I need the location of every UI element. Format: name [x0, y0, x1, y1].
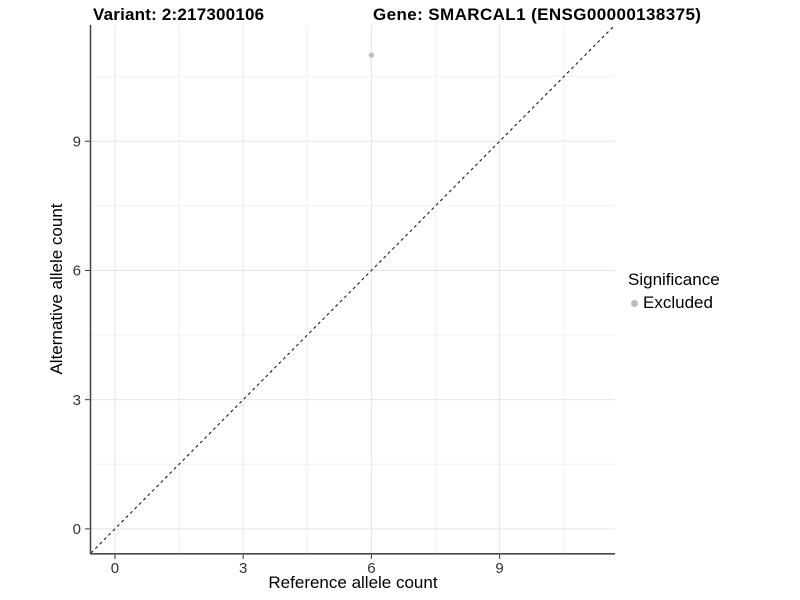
- legend-item-excluded: Excluded: [631, 293, 720, 313]
- x-tick-label: 6: [367, 560, 375, 577]
- x-tick-label: 9: [495, 560, 503, 577]
- y-tick-label: 3: [73, 392, 81, 409]
- tick-marks: [85, 140, 501, 559]
- x-axis-title: Reference allele count: [268, 573, 438, 592]
- legend-title: Significance: [628, 270, 720, 289]
- y-axis-title: Alternative allele count: [47, 203, 66, 375]
- data-points: [368, 52, 375, 58]
- legend-item-label: Excluded: [643, 293, 713, 312]
- legend-point-icon: [631, 299, 638, 307]
- data-point: [368, 52, 375, 58]
- tick-labels: 0 3 6 9 0 3 6 9: [73, 134, 504, 577]
- y-tick-label: 9: [73, 134, 81, 151]
- gridlines-major: [91, 25, 615, 553]
- legend: Significance Excluded: [628, 270, 720, 313]
- x-tick-label: 3: [239, 560, 247, 577]
- y-tick-label: 6: [73, 263, 81, 280]
- y-tick-label: 0: [73, 521, 81, 538]
- identity-line: [90, 24, 616, 554]
- axis-lines: [89, 25, 615, 555]
- x-tick-label: 0: [111, 560, 119, 577]
- plot-title-gene: Gene: SMARCAL1 (ENSG00000138375): [373, 5, 702, 24]
- plot-title-variant: Variant: 2:217300106: [93, 5, 265, 24]
